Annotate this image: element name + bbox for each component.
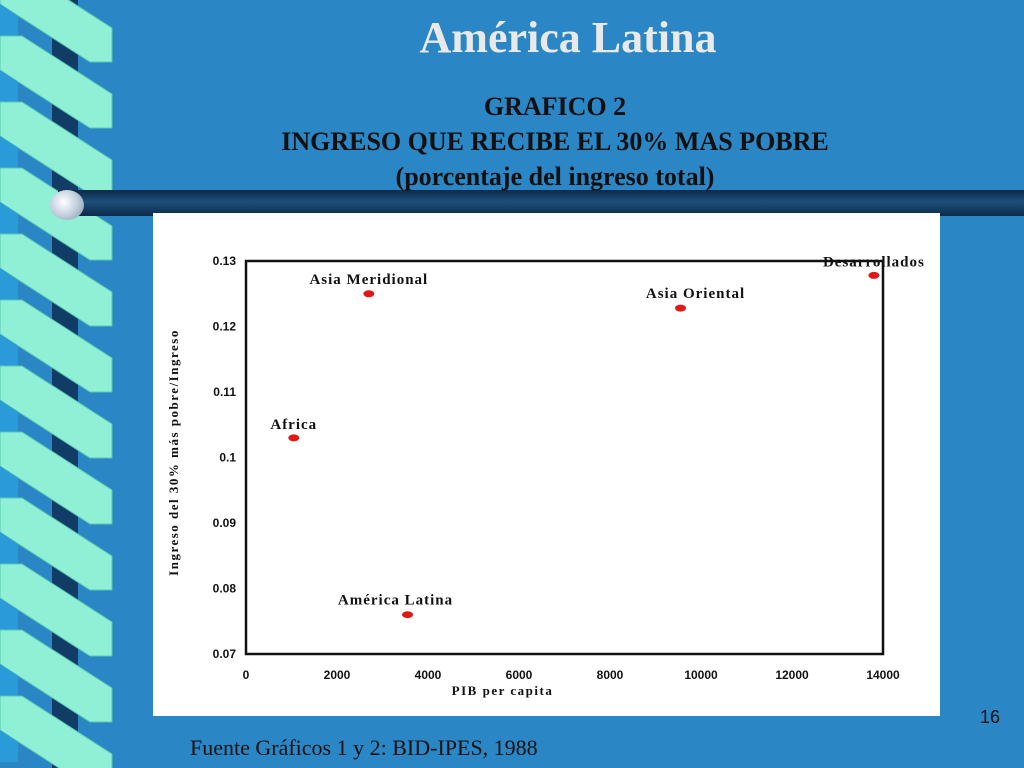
ribbon-shadow <box>0 598 18 630</box>
ribbon-shadow <box>0 532 18 564</box>
ribbon-shadow <box>0 4 18 36</box>
chart-heading: GRAFICO 2 <box>483 92 627 121</box>
ribbon-shadow <box>0 70 18 102</box>
ribbon-band <box>0 563 113 657</box>
chart-panel: 0.07 0.08 0.09 0.1 0.11 0.12 0.13 0 2000 4000 6000… <box>153 213 940 716</box>
y-tick-label: 0.12 <box>213 320 237 334</box>
x-tick-label: 0 <box>243 668 250 682</box>
y-axis-label: Ingreso del 30% más pobre/Ingreso <box>166 329 181 576</box>
y-tick-label: 0.13 <box>213 254 237 268</box>
ribbon-shadow <box>0 202 18 234</box>
ribbon-shadow <box>0 664 18 696</box>
y-tick-label: 0.09 <box>213 516 237 530</box>
ribbon-band <box>0 629 113 723</box>
ribbon-band <box>0 497 113 591</box>
decorative-ribbon <box>0 0 120 768</box>
chart-subtitle: INGRESO QUE RECIBE EL 30% MAS POBRE <box>281 127 829 156</box>
y-tick-label: 0.07 <box>213 647 237 661</box>
plot-frame <box>244 259 885 656</box>
data-point-label: América Latina <box>338 593 453 609</box>
ribbon-shadow <box>0 334 18 366</box>
chart-units: (porcentaje del ingreso total) <box>395 162 715 191</box>
x-tick-label: 14000 <box>866 668 900 682</box>
ribbon-band <box>0 695 113 768</box>
scatter-chart: 0.07 0.08 0.09 0.1 0.11 0.12 0.13 0 2000 4000 6000… <box>166 254 925 698</box>
x-tick-label: 10000 <box>684 668 718 682</box>
bar-knob-decoration <box>50 190 84 220</box>
data-point-label: Asia Meridional <box>309 272 428 288</box>
x-tick-label: 8000 <box>597 668 624 682</box>
x-tick-label: 2000 <box>324 668 351 682</box>
ribbon-shadow <box>0 268 18 300</box>
ribbon-band <box>0 365 113 459</box>
title-bar-decoration <box>58 190 1024 216</box>
y-tick-label: 0.1 <box>219 451 236 465</box>
data-point <box>675 304 687 312</box>
ribbon-band <box>0 431 113 525</box>
data-point-label: Desarrollados <box>823 254 925 270</box>
y-tick-label: 0.11 <box>213 385 236 399</box>
x-tick-label: 4000 <box>415 668 442 682</box>
slide-title: América Latina <box>419 13 717 62</box>
ribbon-shadow <box>0 400 18 432</box>
data-point-label: Asia Oriental <box>646 286 745 302</box>
page-number: 16 <box>980 707 1001 727</box>
data-point <box>402 611 414 619</box>
source-note: Fuente Gráficos 1 y 2: BID-IPES, 1988 <box>190 735 538 760</box>
x-axis-label: PIB per capita <box>452 683 554 698</box>
ribbon-shadow <box>0 730 18 762</box>
x-tick-label: 12000 <box>775 668 809 682</box>
data-point <box>288 434 300 442</box>
data-point-label: Africa <box>270 417 317 433</box>
x-tick-label: 6000 <box>506 668 533 682</box>
ribbon-band <box>0 233 113 327</box>
y-tick-label: 0.08 <box>213 582 237 596</box>
ribbon-band <box>0 299 113 393</box>
ribbon-band <box>0 35 113 129</box>
data-point <box>363 290 375 298</box>
ribbon-band <box>0 0 113 63</box>
data-point <box>868 271 880 279</box>
ribbon-shadow <box>0 466 18 498</box>
ribbon-shadow <box>0 136 18 168</box>
